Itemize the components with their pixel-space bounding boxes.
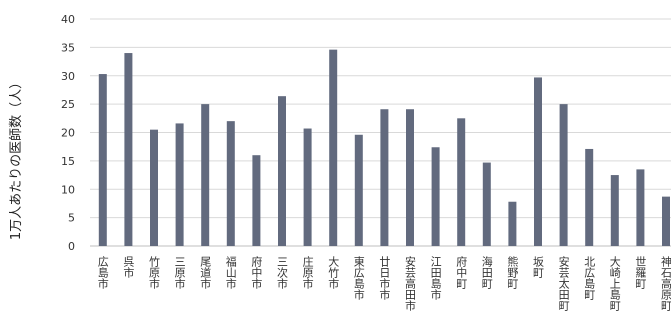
x-tick-label: 福山市 [224, 255, 237, 290]
bar [508, 201, 517, 246]
bar [610, 175, 619, 246]
x-tick-label: 世羅町 [634, 256, 647, 289]
x-tick-label: 大竹市 [327, 255, 340, 290]
y-tick-label: 35 [61, 41, 75, 54]
bar [278, 96, 286, 247]
y-tick-label: 10 [61, 183, 75, 196]
bar [354, 134, 363, 246]
y-tick-label: 30 [61, 70, 75, 83]
bar [406, 109, 414, 246]
bar [380, 109, 389, 246]
bar [124, 53, 133, 246]
x-tick-label: 府中町 [455, 255, 468, 289]
bar [482, 162, 491, 246]
x-tick-label: 呉市 [122, 256, 135, 279]
bar [457, 118, 466, 246]
bars [98, 49, 670, 247]
bar [585, 148, 594, 246]
bar [559, 104, 568, 246]
x-tick-label: 三原市 [173, 256, 186, 290]
x-tick-label: 東広島市 [352, 256, 365, 301]
bar [98, 74, 107, 246]
bar [175, 123, 184, 246]
y-axis-ticks: 0 5 10 15 20 25 30 35 40 [61, 13, 75, 253]
bar [150, 129, 158, 246]
y-tick-label: 15 [61, 155, 75, 168]
bar [201, 104, 210, 246]
x-tick-label: 三次市 [276, 256, 289, 290]
y-tick-label: 20 [61, 127, 75, 140]
x-tick-label: 庄原市 [301, 255, 314, 290]
x-tick-label: 海田町 [480, 255, 493, 289]
bar [329, 49, 338, 246]
x-tick-label: 広島市 [96, 256, 109, 290]
y-tick-label: 0 [68, 240, 75, 253]
x-axis-labels: 広島市 呉市 竹原市 三原市 尾道市 福山市 府中市 三次市 庄原市 大竹市 東広島市 廿日市市 安芸高… [96, 255, 671, 312]
bar [252, 155, 261, 246]
x-tick-label: 江田島市 [429, 256, 442, 301]
bar [431, 147, 440, 246]
x-tick-label: 府中市 [250, 255, 263, 290]
x-tick-label: 神石高原町 [660, 255, 671, 311]
bar [534, 77, 542, 246]
x-tick-label: 大崎上島町 [608, 255, 621, 311]
bar [226, 121, 235, 246]
x-tick-label: 廿日市市 [378, 256, 391, 301]
y-tick-label: 25 [61, 98, 75, 111]
bar [636, 169, 645, 246]
x-tick-label: 竹原市 [148, 255, 161, 290]
y-tick-label: 40 [61, 13, 75, 26]
x-tick-label: 安芸高田市 [404, 255, 417, 312]
y-tick-label: 5 [68, 212, 75, 225]
x-tick-label: 北広島町 [583, 256, 596, 300]
x-tick-label: 熊野町 [506, 255, 519, 289]
x-tick-label: 安芸太田町 [557, 255, 570, 311]
bar [662, 196, 670, 246]
bar [303, 128, 312, 246]
y-axis-label: 1万人あたりの医師数（人） [9, 76, 24, 240]
x-tick-label: 坂町 [532, 256, 545, 278]
x-tick-label: 尾道市 [199, 256, 212, 290]
